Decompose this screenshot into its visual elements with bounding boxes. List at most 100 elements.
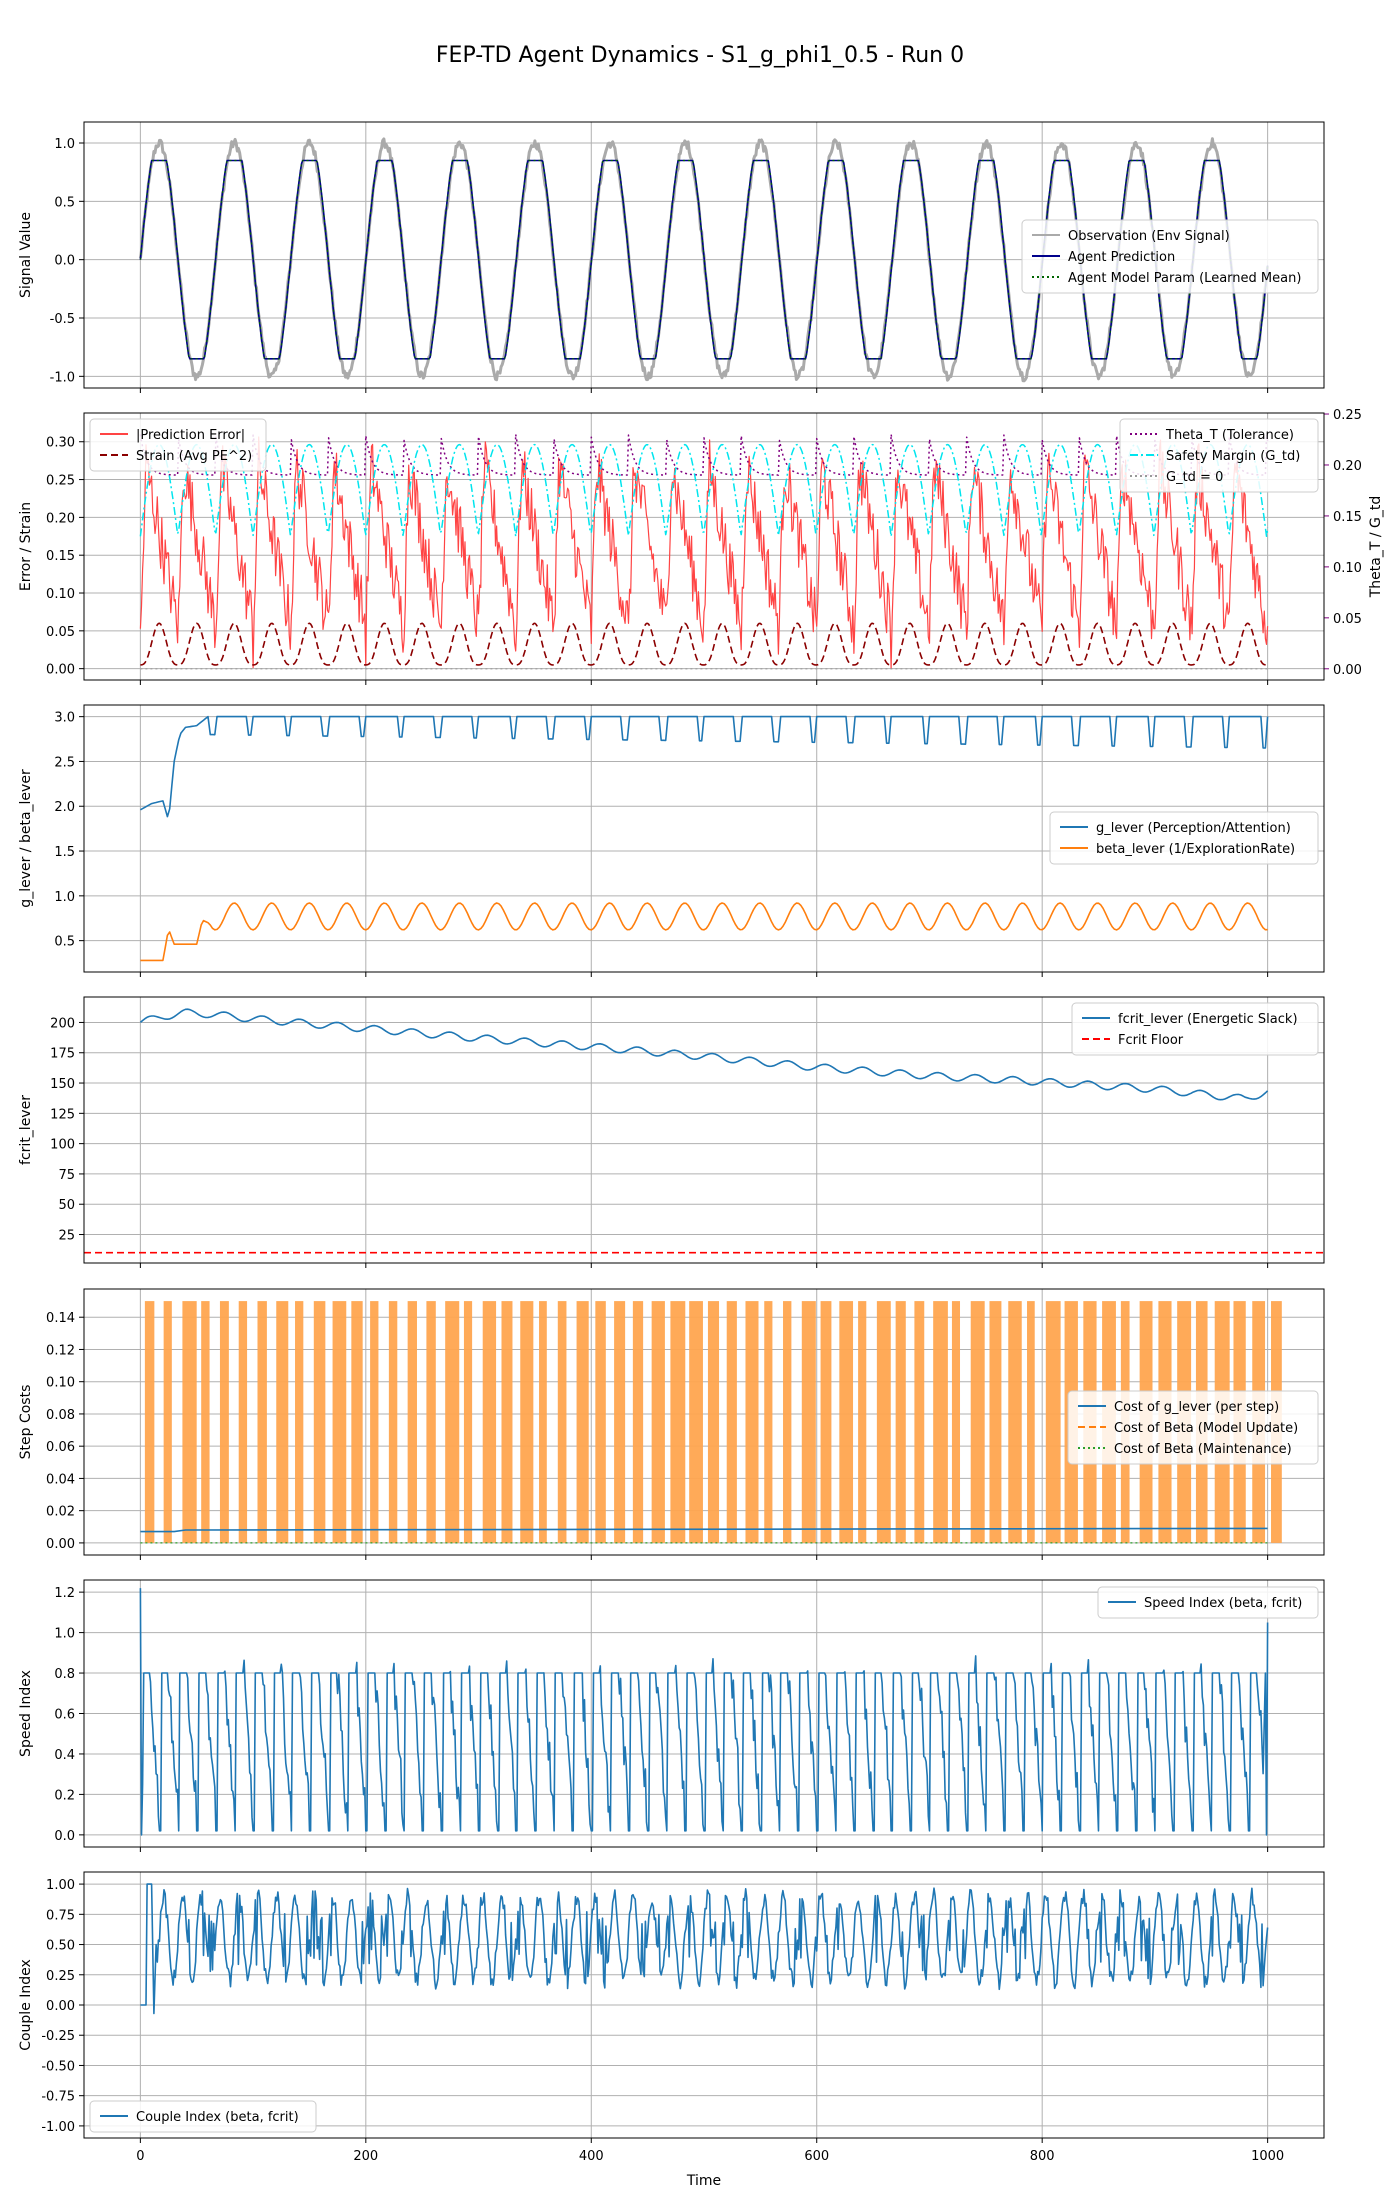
beta-cost-block (726, 1301, 737, 1543)
y-tick-label: 0.0 (54, 254, 75, 269)
y-tick-label: 0.25 (46, 474, 75, 489)
x-tick-label: 400 (579, 2149, 604, 2164)
figure-title: FEP-TD Agent Dynamics - S1_g_phi1_0.5 - … (436, 43, 964, 68)
beta-cost-block (801, 1301, 816, 1543)
y-tick-label: -0.25 (41, 2029, 75, 2044)
legend-label: Agent Prediction (1068, 250, 1175, 265)
series-theta-t (139, 433, 1269, 476)
plot-area (140, 1301, 1282, 1544)
series-1 (139, 1008, 1269, 1101)
beta-cost-block (651, 1301, 665, 1543)
panel-6: 0.0 0.2 0.4 0.6 0.8 1.0 1.2 Speed Index Speed In… (18, 1579, 1325, 1852)
panel-1: -1.0 -0.5 0.0 0.5 1.0 Signal Value Observation… (18, 121, 1325, 393)
beta-cost-block (783, 1301, 792, 1543)
series-beta-model-update (144, 1301, 1282, 1543)
y-tick-label: 100 (50, 1138, 75, 1153)
plot-area (140, 715, 1269, 962)
beta-cost-block (576, 1301, 589, 1543)
beta-cost-block (501, 1301, 513, 1543)
beta-cost-block (707, 1301, 720, 1543)
y-tick-label: 0.25 (46, 1969, 75, 1984)
beta-cost-block (332, 1301, 347, 1543)
legend-label: Agent Model Param (Learned Mean) (1068, 271, 1301, 286)
beta-cost-block (876, 1301, 891, 1543)
beta-cost-block (820, 1301, 832, 1543)
beta-cost-block (989, 1301, 1002, 1543)
beta-cost-block (1045, 1301, 1061, 1543)
series-model-param (139, 159, 1269, 360)
legend: |Prediction Error| Strain (Avg PE^2) (89, 418, 267, 472)
y-tick-label: 0.5 (54, 935, 75, 950)
legend: Cost of g_lever (per step) Cost of Beta (… (1067, 1390, 1319, 1465)
y-tick-label: -1.0 (50, 370, 75, 385)
beta-cost-block (276, 1301, 289, 1543)
beta-cost-block (1027, 1301, 1035, 1543)
y-tick-label: 0.04 (46, 1472, 75, 1487)
y-axis-label: Error / Strain (18, 502, 34, 591)
legend-label: Cost of Beta (Maintenance) (1114, 1442, 1292, 1457)
legend-label: Speed Index (beta, fcrit) (1144, 1596, 1302, 1611)
beta-cost-block (370, 1301, 379, 1543)
beta-cost-block (426, 1301, 436, 1543)
grid (84, 1872, 1324, 2138)
y-axis-label: Step Costs (18, 1385, 34, 1460)
y-tick-label: 3.0 (54, 711, 75, 726)
axes-frame (83, 704, 1325, 973)
x-tick-label: 0 (136, 2149, 144, 2164)
beta-cost-block (614, 1301, 626, 1543)
beta-cost-block (313, 1301, 326, 1543)
legend: Theta_T (Tolerance) Safety Margin (G_td) G… (1119, 418, 1319, 493)
beta-cost-block (970, 1301, 985, 1543)
y2-tick-label: 0.15 (1333, 510, 1362, 525)
y-tick-label: 0.75 (46, 1908, 75, 1923)
y-axis-label: Speed Index (18, 1670, 34, 1757)
beta-cost-block (839, 1301, 854, 1543)
legend: Couple Index (beta, fcrit) (89, 2100, 317, 2133)
axes-frame (83, 121, 1325, 389)
y-tick-label: 1.5 (54, 845, 75, 860)
y-tick-label: 200 (50, 1016, 75, 1031)
beta-cost-block (764, 1301, 773, 1543)
legend: fcrit_lever (Energetic Slack) Fcrit Floor (1071, 1002, 1319, 1056)
y-tick-label: 25 (58, 1229, 75, 1244)
legend: Speed Index (beta, fcrit) (1097, 1586, 1319, 1619)
series-2 (140, 902, 1268, 962)
beta-cost-block (295, 1301, 304, 1543)
y-tick-label: 0.12 (46, 1343, 75, 1358)
beta-cost-block (351, 1301, 363, 1543)
x-axis-label: Time (686, 2173, 721, 2189)
beta-cost-block (914, 1301, 925, 1543)
beta-cost-block (689, 1301, 703, 1543)
legend-box (1097, 1586, 1319, 1619)
panel-7: -1.00 -0.75 -0.50 -0.25 0.00 0.25 0.50 0.75 1.00… (18, 1871, 1325, 2164)
axes-frame (83, 996, 1325, 1264)
plot-area (140, 1883, 1269, 2015)
beta-cost-block (951, 1301, 961, 1543)
y-tick-label: 75 (58, 1168, 75, 1183)
beta-cost-block (1008, 1301, 1022, 1543)
y-tick-label: 2.0 (54, 800, 75, 815)
legend-label: beta_lever (1/ExplorationRate) (1096, 842, 1295, 857)
legend-label: Strain (Avg PE^2) (136, 449, 252, 464)
panel-2: 0.00 0.05 0.10 0.15 0.20 0.25 Theta_T / G_td 0.… (18, 408, 1384, 685)
legend-label: Observation (Env Signal) (1068, 229, 1230, 244)
beta-cost-block (219, 1301, 229, 1543)
y-axis-label: g_lever / beta_lever (18, 769, 34, 908)
beta-cost-block (520, 1301, 534, 1543)
y-tick-label: 0.00 (46, 1537, 75, 1552)
series-g-lever-cost (140, 1527, 1268, 1533)
series-1 (140, 715, 1269, 818)
beta-cost-block (632, 1301, 644, 1543)
beta-cost-block (201, 1301, 210, 1543)
y-tick-label: 0.00 (46, 663, 75, 678)
y-tick-label: 0.30 (46, 436, 75, 451)
plot-area (84, 1008, 1324, 1254)
legend-label: G_td = 0 (1166, 470, 1223, 485)
y-tick-label: -0.5 (50, 312, 75, 327)
legend-label: Safety Margin (G_td) (1166, 449, 1300, 464)
y-tick-label: 0.6 (54, 1708, 75, 1723)
x-tick-label: 800 (1030, 2149, 1055, 2164)
series-speed-index (139, 1588, 1269, 1836)
legend-label: Couple Index (beta, fcrit) (136, 2110, 299, 2125)
y-tick-label: 0.15 (46, 549, 75, 564)
